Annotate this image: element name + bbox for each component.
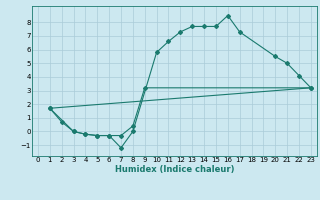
X-axis label: Humidex (Indice chaleur): Humidex (Indice chaleur) [115,165,234,174]
